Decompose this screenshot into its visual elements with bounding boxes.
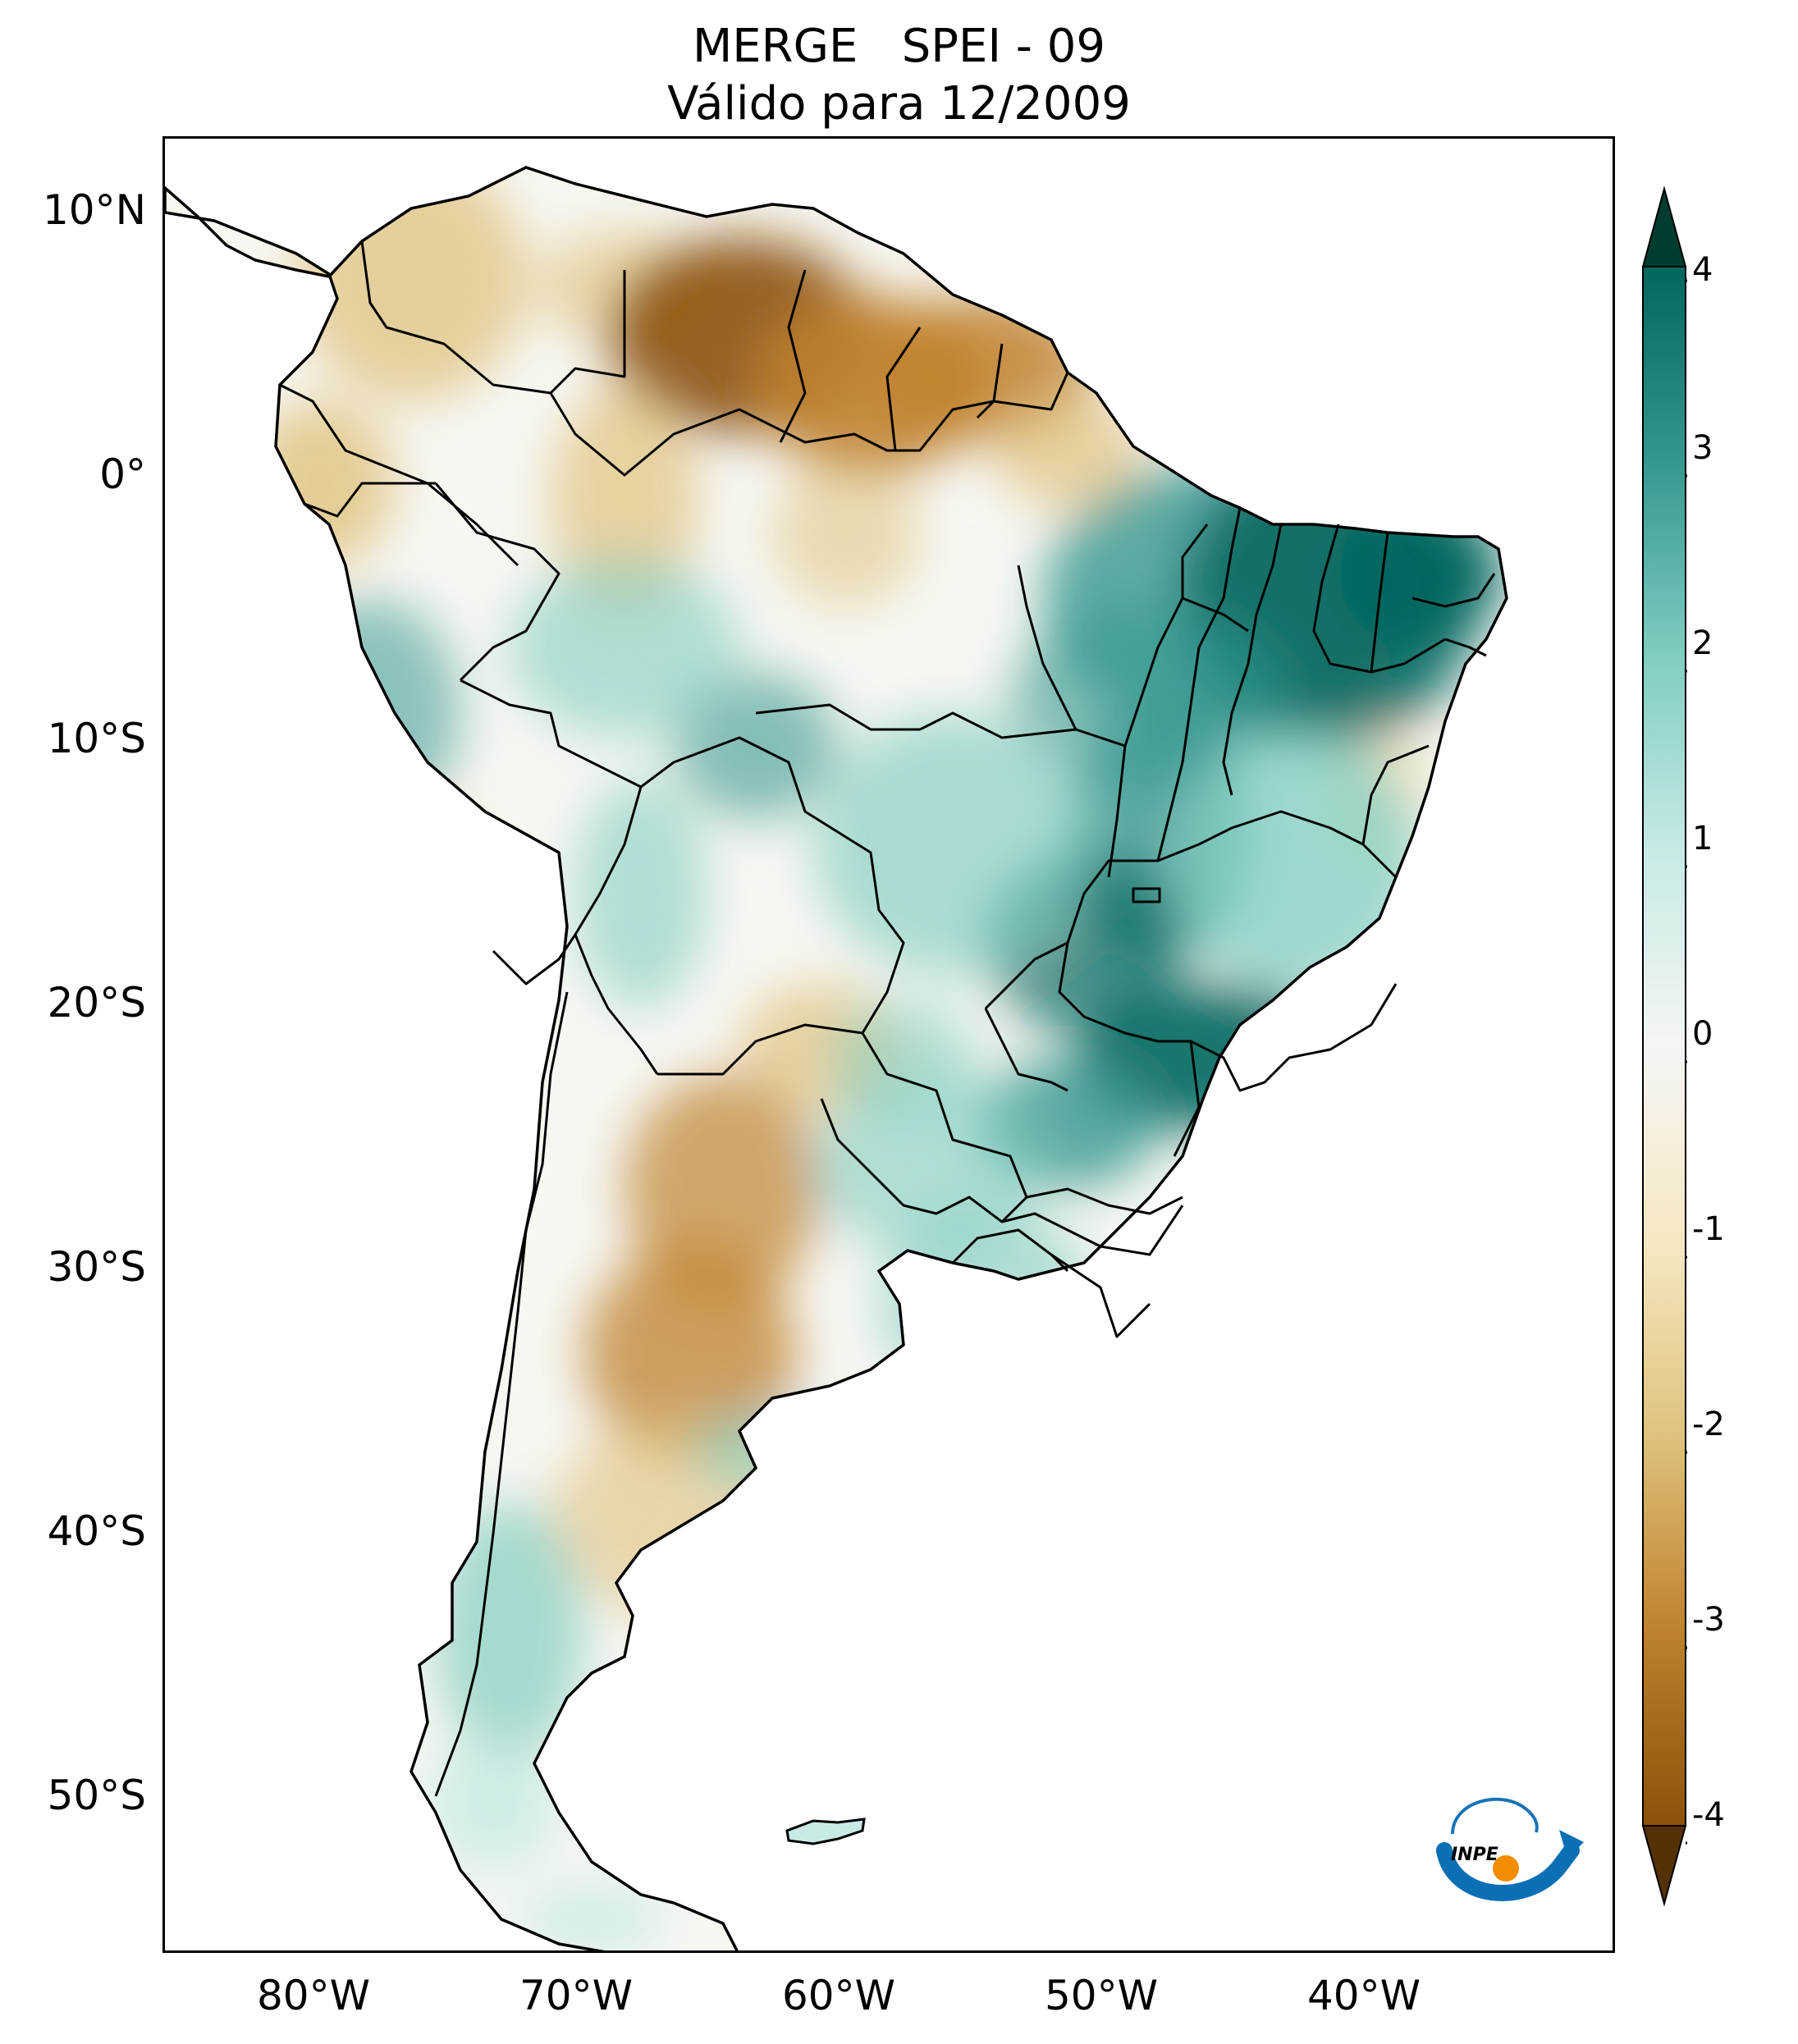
cb-tick-2: 2 [1692,624,1713,662]
cb-tick-1: 1 [1692,820,1713,857]
title-line-2: Válido para 12/2009 [667,77,1131,130]
spei-map [165,166,1508,1950]
cb-tick-neg4: -4 [1692,1796,1725,1834]
lon-label-70w: 70°W [519,1972,634,2019]
inpe-logo: INPE [1436,1797,1584,1901]
cb-tick-neg3: -3 [1692,1601,1725,1639]
lat-label-40s: 40°S [47,1507,146,1555]
lon-label-60w: 60°W [781,1972,896,2019]
cb-tick-3: 3 [1692,429,1713,467]
cb-tick-neg2: -2 [1692,1406,1725,1443]
colorbar-ticks [1686,279,1687,1845]
title-line-1: MERGE SPEI - 09 [692,20,1106,73]
lat-label-10n: 10°N [42,186,146,234]
lon-label-50w: 50°W [1044,1972,1159,2019]
cb-tick-neg1: -1 [1692,1210,1725,1248]
cb-tick-0: 0 [1692,1015,1713,1053]
cb-tick-4: 4 [1692,251,1713,289]
colorbar [1641,185,1687,1907]
lat-label-50s: 50°S [47,1772,146,1819]
lat-label-30s: 30°S [47,1243,146,1291]
inpe-logo-text: INPE [1451,1845,1498,1865]
colorbar-gradient [1643,267,1686,1826]
lon-label-80w: 80°W [256,1972,371,2019]
map-title: MERGE SPEI - 09 Válido para 12/2009 [0,18,1798,133]
lat-label-20s: 20°S [47,979,146,1027]
map-frame [162,136,1615,1953]
lat-label-0: 0° [99,450,146,498]
colorbar-min-extend [1641,1825,1687,1907]
lat-label-10s: 10°S [47,715,146,762]
lon-label-40w: 40°W [1306,1972,1421,2019]
country-borders [279,240,1496,1797]
colorbar-max-extend [1641,185,1687,268]
